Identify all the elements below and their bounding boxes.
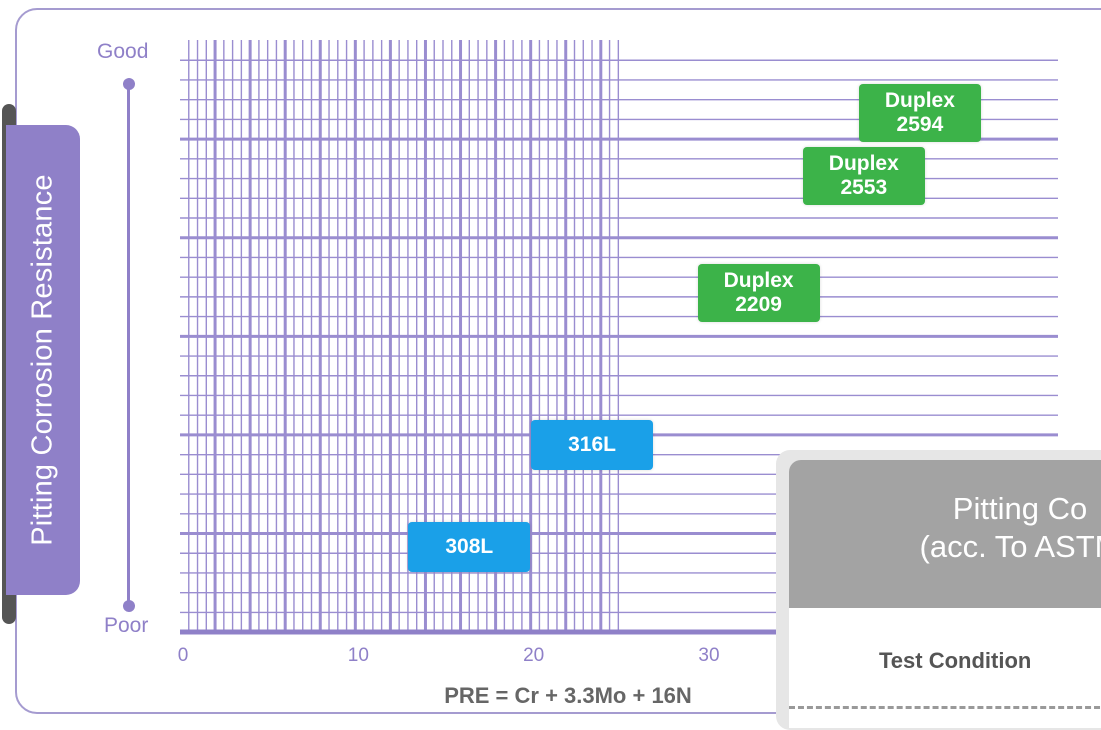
data-point-label-line2: 2594	[896, 112, 944, 136]
data-point-label-line1: 308L	[445, 535, 494, 559]
data-point-label-line1: Duplex	[828, 152, 899, 176]
data-point-label: Duplex 2553	[802, 147, 925, 206]
scale-bottom-dot	[123, 600, 135, 612]
y-title-band	[6, 125, 80, 595]
info-card-title-line2: (acc. To ASTM	[919, 529, 1101, 564]
data-point-label-line1: Duplex	[723, 268, 794, 292]
x-tick-label: 20	[523, 645, 545, 666]
info-card-title: Pitting Co (acc. To ASTM	[870, 490, 1101, 566]
data-point-label: Duplex 2209	[697, 263, 820, 322]
data-point-label-line1: Duplex	[884, 88, 955, 112]
data-point-label-line2: 2209	[735, 292, 782, 316]
x-tick-label: 10	[347, 645, 369, 666]
info-card-title-line1: Pitting Co	[952, 491, 1088, 526]
info-card-row-label: Test Condition	[879, 648, 1032, 673]
info-card-header	[789, 460, 1101, 608]
x-tick-label: 0	[177, 645, 189, 666]
data-point-label: Duplex 2594	[858, 83, 981, 142]
data-point-label-line2: 2553	[840, 176, 888, 200]
x-tick-label: 30	[698, 645, 720, 666]
data-point-label: 308L	[408, 522, 531, 573]
x-axis-label: PRE = Cr + 3.3Mo + 16N	[444, 683, 692, 708]
scale-poor-label: Poor	[104, 614, 149, 637]
scale-good-label: Good	[97, 40, 149, 63]
data-point-label-line1: 316L	[568, 432, 616, 456]
data-point-label: 316L	[531, 419, 654, 470]
scale-line	[127, 84, 130, 606]
info-card-divider	[789, 706, 1101, 709]
